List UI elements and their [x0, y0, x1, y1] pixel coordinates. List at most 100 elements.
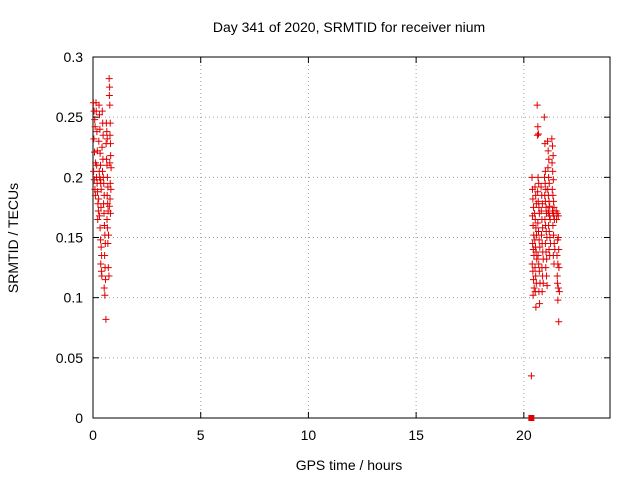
data-point — [543, 255, 551, 263]
x-tick-label: 20 — [516, 427, 532, 443]
data-point — [534, 197, 542, 205]
data-point — [545, 227, 553, 235]
data-point — [534, 252, 542, 260]
data-point — [554, 284, 562, 292]
y-axis-label: SRMTID / TECUs — [5, 183, 21, 293]
data-point — [106, 195, 114, 203]
data-point — [549, 191, 557, 199]
data-point — [530, 276, 538, 284]
data-point — [94, 215, 102, 223]
data-point — [555, 318, 563, 326]
data-point — [106, 119, 114, 127]
data-point — [550, 203, 558, 211]
data-point — [94, 207, 102, 215]
data-point — [535, 267, 543, 275]
data-point — [533, 101, 541, 109]
y-tick-label: 0.25 — [56, 109, 83, 125]
data-point — [103, 224, 111, 232]
data-point — [103, 135, 111, 143]
data-point — [106, 101, 114, 109]
data-point — [532, 303, 540, 311]
data-point — [95, 137, 103, 145]
data-point — [542, 272, 550, 280]
data-point — [535, 203, 543, 211]
data-point — [542, 203, 550, 211]
data-point — [106, 179, 114, 187]
data-point — [534, 173, 542, 181]
y-tick-label: 0.2 — [64, 169, 84, 185]
data-point — [541, 167, 549, 175]
data-point — [535, 179, 543, 187]
chart-title: Day 341 of 2020, SRMTID for receiver niu… — [213, 19, 485, 35]
data-point — [101, 276, 109, 284]
data-point — [91, 116, 99, 124]
data-point — [107, 152, 115, 160]
data-point — [546, 234, 554, 241]
data-point — [534, 227, 542, 235]
data-point — [106, 140, 114, 148]
data-point — [98, 143, 106, 151]
y-tick-label: 0.3 — [64, 49, 84, 65]
data-point-zero — [528, 415, 535, 421]
data-point — [548, 185, 556, 193]
data-point — [550, 231, 558, 239]
data-point — [531, 215, 539, 223]
data-point — [529, 267, 537, 275]
data-point — [94, 188, 102, 196]
data-point — [533, 255, 541, 263]
data-point — [554, 212, 562, 220]
data-point — [97, 236, 105, 244]
y-tick-label: 0.15 — [56, 230, 83, 246]
data-point — [549, 176, 557, 184]
data-point — [553, 252, 561, 260]
data-point — [545, 173, 553, 181]
data-point — [534, 130, 542, 138]
data-point — [534, 188, 542, 196]
data-point — [536, 243, 544, 251]
data-point — [527, 372, 535, 380]
data-point — [103, 155, 111, 163]
data-point — [96, 149, 104, 157]
data-point — [548, 135, 556, 143]
data-point — [101, 291, 109, 299]
data-point — [553, 279, 561, 287]
data-point — [105, 202, 113, 210]
data-point — [528, 173, 536, 181]
y-tick-label: 0.1 — [64, 290, 84, 306]
y-tick-label: 0 — [75, 410, 83, 426]
data-point — [544, 137, 552, 145]
data-point — [97, 243, 105, 251]
data-point — [104, 264, 112, 272]
data-point — [538, 288, 546, 296]
data-point — [535, 236, 543, 244]
data-point — [105, 92, 113, 100]
data-point — [106, 131, 114, 139]
data-point — [537, 183, 545, 191]
data-point — [532, 224, 540, 232]
data-point — [91, 191, 99, 199]
data-point — [95, 195, 103, 203]
data-point — [100, 179, 108, 187]
data-point — [554, 234, 562, 241]
data-point — [530, 284, 538, 292]
x-tick-label: 5 — [197, 427, 205, 443]
grid — [93, 57, 610, 418]
data-point — [96, 224, 104, 232]
data-point — [97, 260, 105, 268]
data-point — [107, 185, 115, 193]
data-point — [103, 191, 111, 199]
x-axis-label: GPS time / hours — [296, 457, 403, 473]
data-point — [537, 231, 545, 239]
data-point — [532, 191, 540, 199]
data-point — [536, 300, 544, 308]
data-point — [548, 142, 556, 150]
data-point — [532, 272, 540, 280]
data-point — [95, 111, 103, 119]
data-point — [103, 128, 111, 136]
data-point — [540, 113, 548, 121]
data-point — [549, 167, 557, 175]
data-point — [105, 75, 113, 83]
data-point — [98, 167, 106, 175]
